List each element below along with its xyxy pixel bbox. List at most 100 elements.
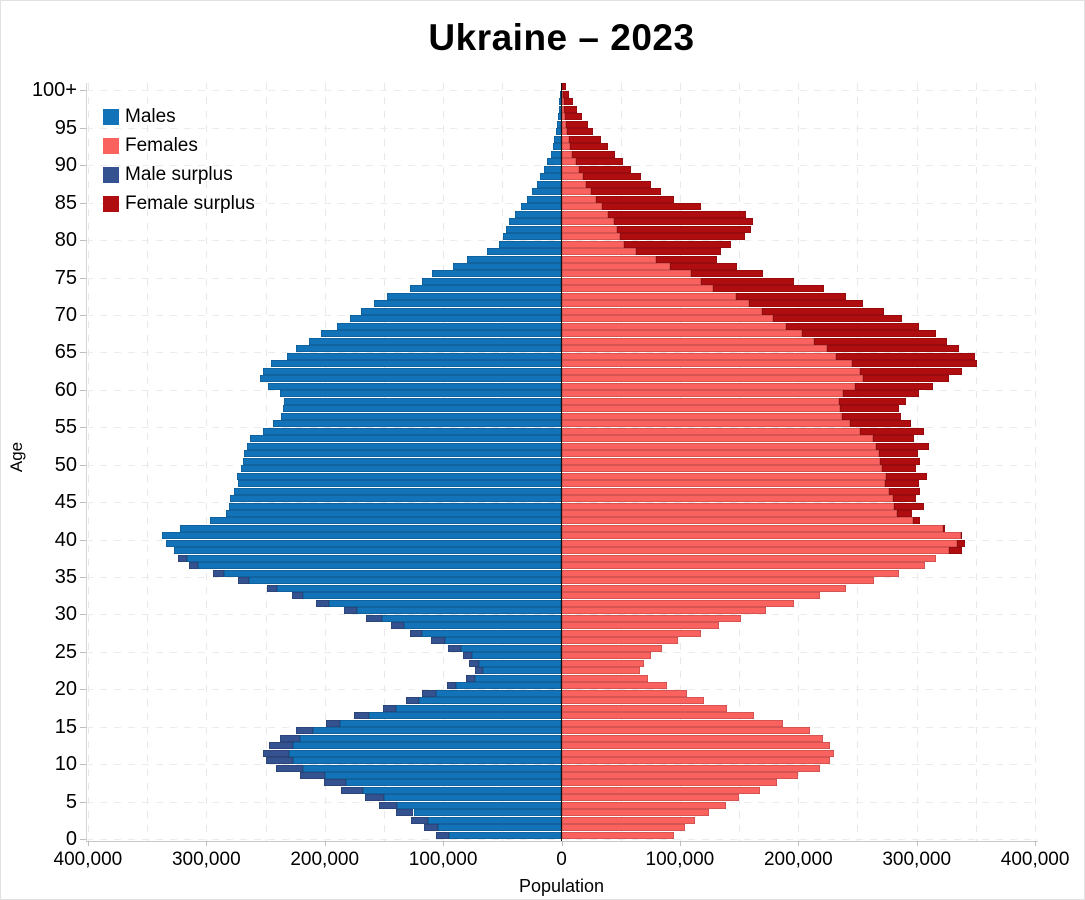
- legend-item: Males: [103, 102, 255, 131]
- male-surplus-bar: [354, 712, 369, 720]
- x-axis-tick-label: 400,000: [1000, 849, 1070, 870]
- female-surplus-bar: [562, 83, 567, 91]
- female-bar: [561, 749, 834, 757]
- female-surplus-bar: [567, 128, 594, 136]
- female-bar: [561, 292, 736, 300]
- y-axis-tick-label: 60: [54, 378, 77, 401]
- x-axis-title: Population: [518, 876, 605, 896]
- y-axis-tick: [80, 577, 86, 579]
- female-surplus-bar: [786, 322, 920, 330]
- male-bar: [246, 442, 562, 450]
- vertical-gridline: [975, 83, 977, 841]
- female-surplus-bar: [885, 472, 928, 480]
- female-bar: [561, 697, 704, 705]
- y-axis-tick-label: 35: [54, 566, 77, 589]
- female-bar: [561, 816, 696, 824]
- female-bar: [561, 629, 702, 637]
- male-bar: [509, 218, 562, 226]
- male-bar: [349, 315, 562, 323]
- legend-swatch-icon: [103, 195, 119, 212]
- male-bar: [452, 263, 562, 270]
- y-axis-title: Age: [7, 441, 26, 473]
- female-surplus-bar: [562, 90, 570, 98]
- female-bar: [561, 270, 691, 278]
- female-surplus-bar: [893, 495, 916, 503]
- male-bar: [505, 225, 562, 233]
- female-bar: [561, 742, 831, 750]
- vertical-gridline: [87, 83, 89, 841]
- y-axis-tick-label: 90: [54, 154, 77, 177]
- female-bar: [561, 622, 719, 630]
- y-axis-tick-label: 100+: [31, 79, 77, 102]
- female-bar: [561, 831, 674, 839]
- y-axis-tick: [80, 839, 86, 840]
- male-bar: [243, 457, 562, 465]
- female-surplus-bar: [896, 510, 912, 517]
- female-bar: [561, 427, 860, 435]
- female-bar: [561, 285, 714, 293]
- male-bar: [486, 248, 562, 256]
- male-bar: [229, 495, 562, 503]
- male-bar: [303, 764, 562, 772]
- y-axis-tick-label: 70: [54, 304, 77, 327]
- male-bar: [198, 562, 562, 570]
- female-bar: [561, 442, 877, 450]
- female-bar: [561, 472, 886, 480]
- y-axis-tick: [80, 165, 86, 167]
- female-bar: [561, 674, 648, 682]
- y-axis-tick-label: 55: [54, 416, 77, 439]
- male-bar: [498, 240, 562, 248]
- male-bar: [559, 98, 562, 106]
- female-surplus-bar: [701, 277, 794, 285]
- female-bar: [561, 517, 914, 525]
- male-bar: [550, 150, 562, 158]
- male-bar: [555, 128, 562, 136]
- x-axis-tick: [324, 841, 326, 846]
- male-bar: [556, 120, 562, 128]
- male-bar: [553, 143, 562, 151]
- female-surplus-bar: [761, 307, 884, 315]
- female-surplus-bar: [564, 105, 577, 113]
- male-bar: [336, 322, 562, 330]
- female-bar: [561, 532, 961, 540]
- female-bar: [561, 569, 899, 577]
- male-surplus-bar: [411, 816, 428, 824]
- female-bar: [561, 150, 573, 158]
- female-surplus-bar: [859, 427, 924, 435]
- female-bar: [561, 764, 820, 772]
- female-bar: [561, 218, 614, 226]
- male-surplus-bar: [424, 824, 439, 832]
- male-surplus-bar: [469, 659, 479, 667]
- female-bar: [561, 180, 587, 188]
- female-bar: [561, 644, 663, 652]
- male-surplus-bar: [299, 771, 325, 779]
- female-surplus-bar: [566, 120, 588, 128]
- male-bar: [271, 360, 562, 368]
- female-bar: [561, 128, 568, 136]
- female-surplus-bar: [582, 173, 641, 181]
- male-surplus-bar: [276, 764, 304, 772]
- y-axis-tick: [80, 764, 86, 766]
- female-bar: [561, 382, 856, 390]
- male-surplus-bar: [296, 727, 313, 735]
- female-surplus-bar: [617, 225, 751, 233]
- female-bar: [561, 412, 843, 420]
- y-axis-tick-label: 75: [54, 266, 77, 289]
- male-bar: [362, 786, 562, 794]
- female-bar: [561, 592, 820, 600]
- y-axis-tick-label: 30: [54, 603, 77, 626]
- vertical-gridline: [206, 83, 208, 841]
- zero-axis-line: [560, 83, 563, 841]
- male-bar: [471, 652, 562, 660]
- male-bar: [361, 307, 562, 315]
- female-surplus-bar: [748, 300, 864, 308]
- male-surplus-bar: [395, 809, 414, 817]
- male-bar: [466, 255, 562, 263]
- female-bar: [561, 607, 767, 615]
- male-bar: [409, 285, 562, 293]
- female-bar: [561, 539, 957, 547]
- female-bar: [561, 614, 742, 622]
- female-surplus-bar: [942, 524, 946, 532]
- male-bar: [558, 105, 562, 113]
- male-bar: [233, 487, 562, 495]
